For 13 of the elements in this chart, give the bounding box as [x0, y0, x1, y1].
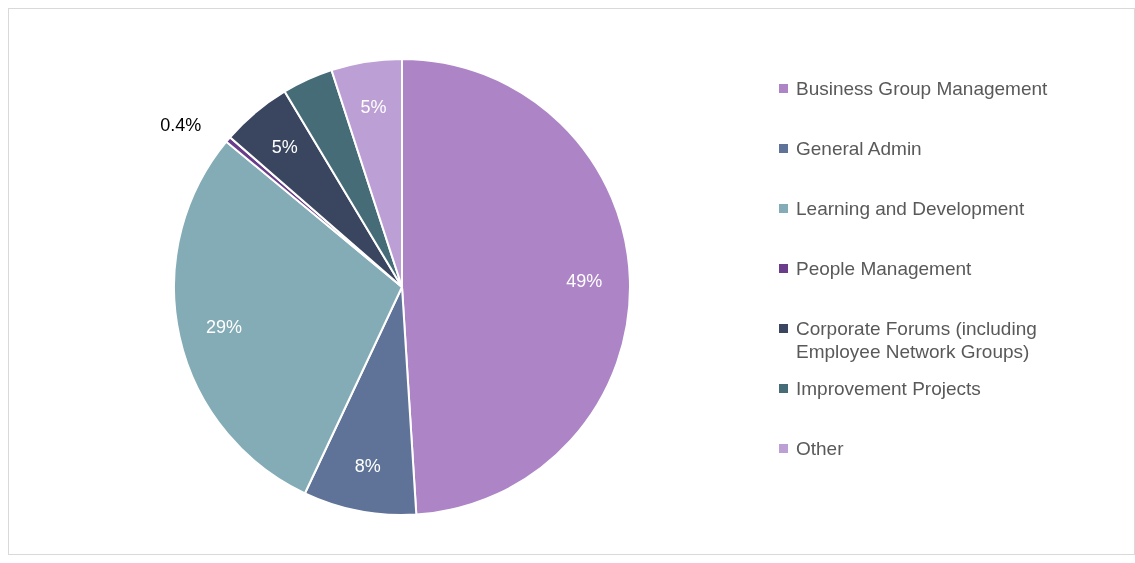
data-label: 5% [360, 96, 387, 117]
legend-label: General Admin [796, 137, 922, 160]
data-label: 49% [566, 271, 603, 292]
legend-label: Learning and Development [796, 197, 1025, 220]
legend-label: People Management [796, 257, 972, 280]
data-label: 5% [271, 137, 298, 158]
legend-label: Corporate Forums (including Employee Network Groups) [796, 317, 1038, 363]
data-label: 0.4% [160, 114, 202, 135]
legend-label: Business Group Management [796, 77, 1048, 100]
data-label: 8% [354, 456, 381, 477]
data-label: 29% [205, 316, 243, 337]
legend-label: Other [796, 437, 844, 460]
legend-label: Improvement Projects [796, 377, 981, 400]
